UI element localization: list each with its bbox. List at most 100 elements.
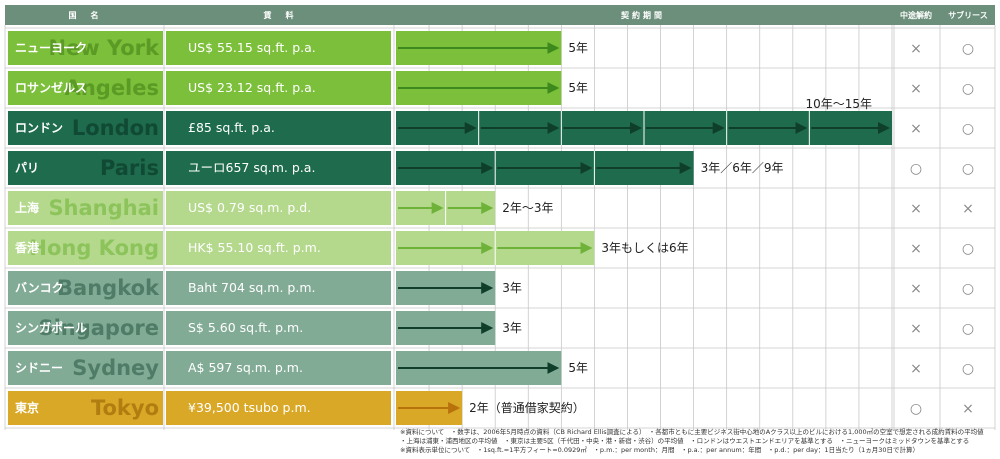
rent-cell xyxy=(166,271,391,305)
sublease-mark: ○ xyxy=(962,361,974,377)
note-line-3: ※資料表示単位について ・1sq.ft.=1平方フィート=0.0929㎡ ・p.… xyxy=(400,445,919,454)
early-termination-mark: ○ xyxy=(910,401,922,417)
city-name-en: Angeles xyxy=(65,76,159,100)
header-bar xyxy=(5,5,995,25)
rent-value: US$ 23.12 sq.ft. p.a. xyxy=(188,80,316,95)
table-row: Sydney シドニー A$ 597 sq.m. p.m. 5年 × ○ xyxy=(8,351,974,385)
header-country: 国 名 xyxy=(69,10,102,20)
city-name-en: London xyxy=(72,116,159,140)
early-termination-mark: × xyxy=(910,121,922,137)
early-termination-mark: × xyxy=(910,321,922,337)
sublease-mark: ○ xyxy=(962,241,974,257)
city-name-jp: ロンドン xyxy=(15,121,63,135)
rent-value: A$ 597 sq.m. p.m. xyxy=(188,360,303,375)
rent-value: £85 sq.ft. p.a. xyxy=(188,120,275,135)
rent-cell xyxy=(166,191,391,225)
table-row: Tokyo 東京 ¥39,500 tsubo p.m. 2年（普通借家契約） ○ × xyxy=(8,391,974,425)
city-name-jp: ロサンゼルス xyxy=(15,80,87,95)
term-label: 5年 xyxy=(568,41,588,55)
rent-cell xyxy=(166,111,391,145)
early-termination-mark: × xyxy=(910,241,922,257)
note-line-1: ※資料について ・数字は、2006年5月時点の資料（CB Richard Ell… xyxy=(400,427,984,436)
city-name-en: Shanghai xyxy=(48,196,159,220)
term-label: 2年（普通借家契約） xyxy=(469,400,585,415)
rent-cell xyxy=(166,231,391,265)
city-cell xyxy=(8,151,163,185)
city-name-en: Hong Kong xyxy=(29,236,159,260)
city-name-en: Tokyo xyxy=(91,396,159,420)
rent-value: ¥39,500 tsubo p.m. xyxy=(188,400,311,415)
rent-value: HK$ 55.10 sq.ft. p.m. xyxy=(188,240,321,255)
term-label: 3年もしくは6年 xyxy=(601,241,688,255)
header-term: 契約期間 xyxy=(620,10,665,20)
term-label: 5年 xyxy=(568,81,588,95)
term-label: 5年 xyxy=(568,361,588,375)
early-termination-mark: ○ xyxy=(910,161,922,177)
term-label: 3年／6年／9年 xyxy=(701,161,784,175)
city-cell xyxy=(8,191,163,225)
rent-value: ユーロ657 sq.m. p.a. xyxy=(188,160,315,175)
header-rent: 賃 料 xyxy=(263,10,297,20)
sublease-mark: ○ xyxy=(962,121,974,137)
term-label: 2年～3年 xyxy=(502,201,553,215)
city-cell xyxy=(8,311,163,345)
sublease-mark: ○ xyxy=(962,321,974,337)
city-cell xyxy=(8,31,163,65)
city-name-jp: 上海 xyxy=(15,200,39,215)
city-name-jp: バンコク xyxy=(15,281,64,295)
sublease-mark: ○ xyxy=(962,41,974,57)
rent-cell xyxy=(166,31,391,65)
city-name-jp: ニューヨーク xyxy=(15,41,87,55)
city-name-jp: シドニー xyxy=(15,361,63,375)
city-name-en: Singapore xyxy=(38,316,159,340)
rent-cell xyxy=(166,311,391,345)
rent-cell xyxy=(166,71,391,105)
rent-value: US$ 0.79 sq.m. p.d. xyxy=(188,200,311,215)
city-cell xyxy=(8,71,163,105)
term-label: 10年～15年 xyxy=(805,97,872,111)
city-cell xyxy=(8,271,163,305)
early-termination-mark: × xyxy=(910,281,922,297)
header-early-termination: 中途解約 xyxy=(900,10,932,20)
rent-value: Baht 704 sq.m. p.m. xyxy=(188,280,315,295)
early-termination-mark: × xyxy=(910,81,922,97)
city-cell xyxy=(8,391,163,425)
note-line-2: ・上海は浦東・浦西地区の平均値 ・東京は主要5区（千代田・中央・港・新宿・渋谷）… xyxy=(400,436,969,445)
header-sublease: サブリース xyxy=(948,10,988,20)
rent-cell xyxy=(166,351,391,385)
city-name-jp: 香港 xyxy=(14,240,40,255)
early-termination-mark: × xyxy=(910,41,922,57)
city-name-jp: 東京 xyxy=(15,400,39,415)
city-name-jp: パリ xyxy=(15,161,39,175)
city-name-en: Paris xyxy=(100,156,159,180)
rent-value: S$ 5.60 sq.ft. p.m. xyxy=(188,320,303,335)
sublease-mark: × xyxy=(962,401,974,417)
city-name-en: Sydney xyxy=(72,356,159,380)
term-label: 3年 xyxy=(502,321,522,335)
sublease-mark: ○ xyxy=(962,81,974,97)
early-termination-mark: × xyxy=(910,201,922,217)
term-label: 3年 xyxy=(502,281,522,295)
rent-value: US$ 55.15 sq.ft. p.a. xyxy=(188,40,316,55)
early-termination-mark: × xyxy=(910,361,922,377)
table-row: London ロンドン £85 sq.ft. p.a. 10年～15年 × ○ xyxy=(8,97,974,145)
city-cell xyxy=(8,351,163,385)
table-row: Paris パリ ユーロ657 sq.m. p.a. 3年／6年／9年 ○ ○ xyxy=(8,151,974,185)
city-name-en: New York xyxy=(48,36,160,60)
sublease-mark: ○ xyxy=(962,161,974,177)
sublease-mark: ○ xyxy=(962,281,974,297)
table-row: Shanghai 上海 US$ 0.79 sq.m. p.d. 2年～3年 × × xyxy=(8,191,974,225)
rent-cell xyxy=(166,151,391,185)
city-name-en: Bangkok xyxy=(57,276,160,300)
city-name-jp: シンガポール xyxy=(15,320,87,335)
city-cell xyxy=(8,111,163,145)
rent-cell xyxy=(166,391,391,425)
city-cell xyxy=(8,231,163,265)
